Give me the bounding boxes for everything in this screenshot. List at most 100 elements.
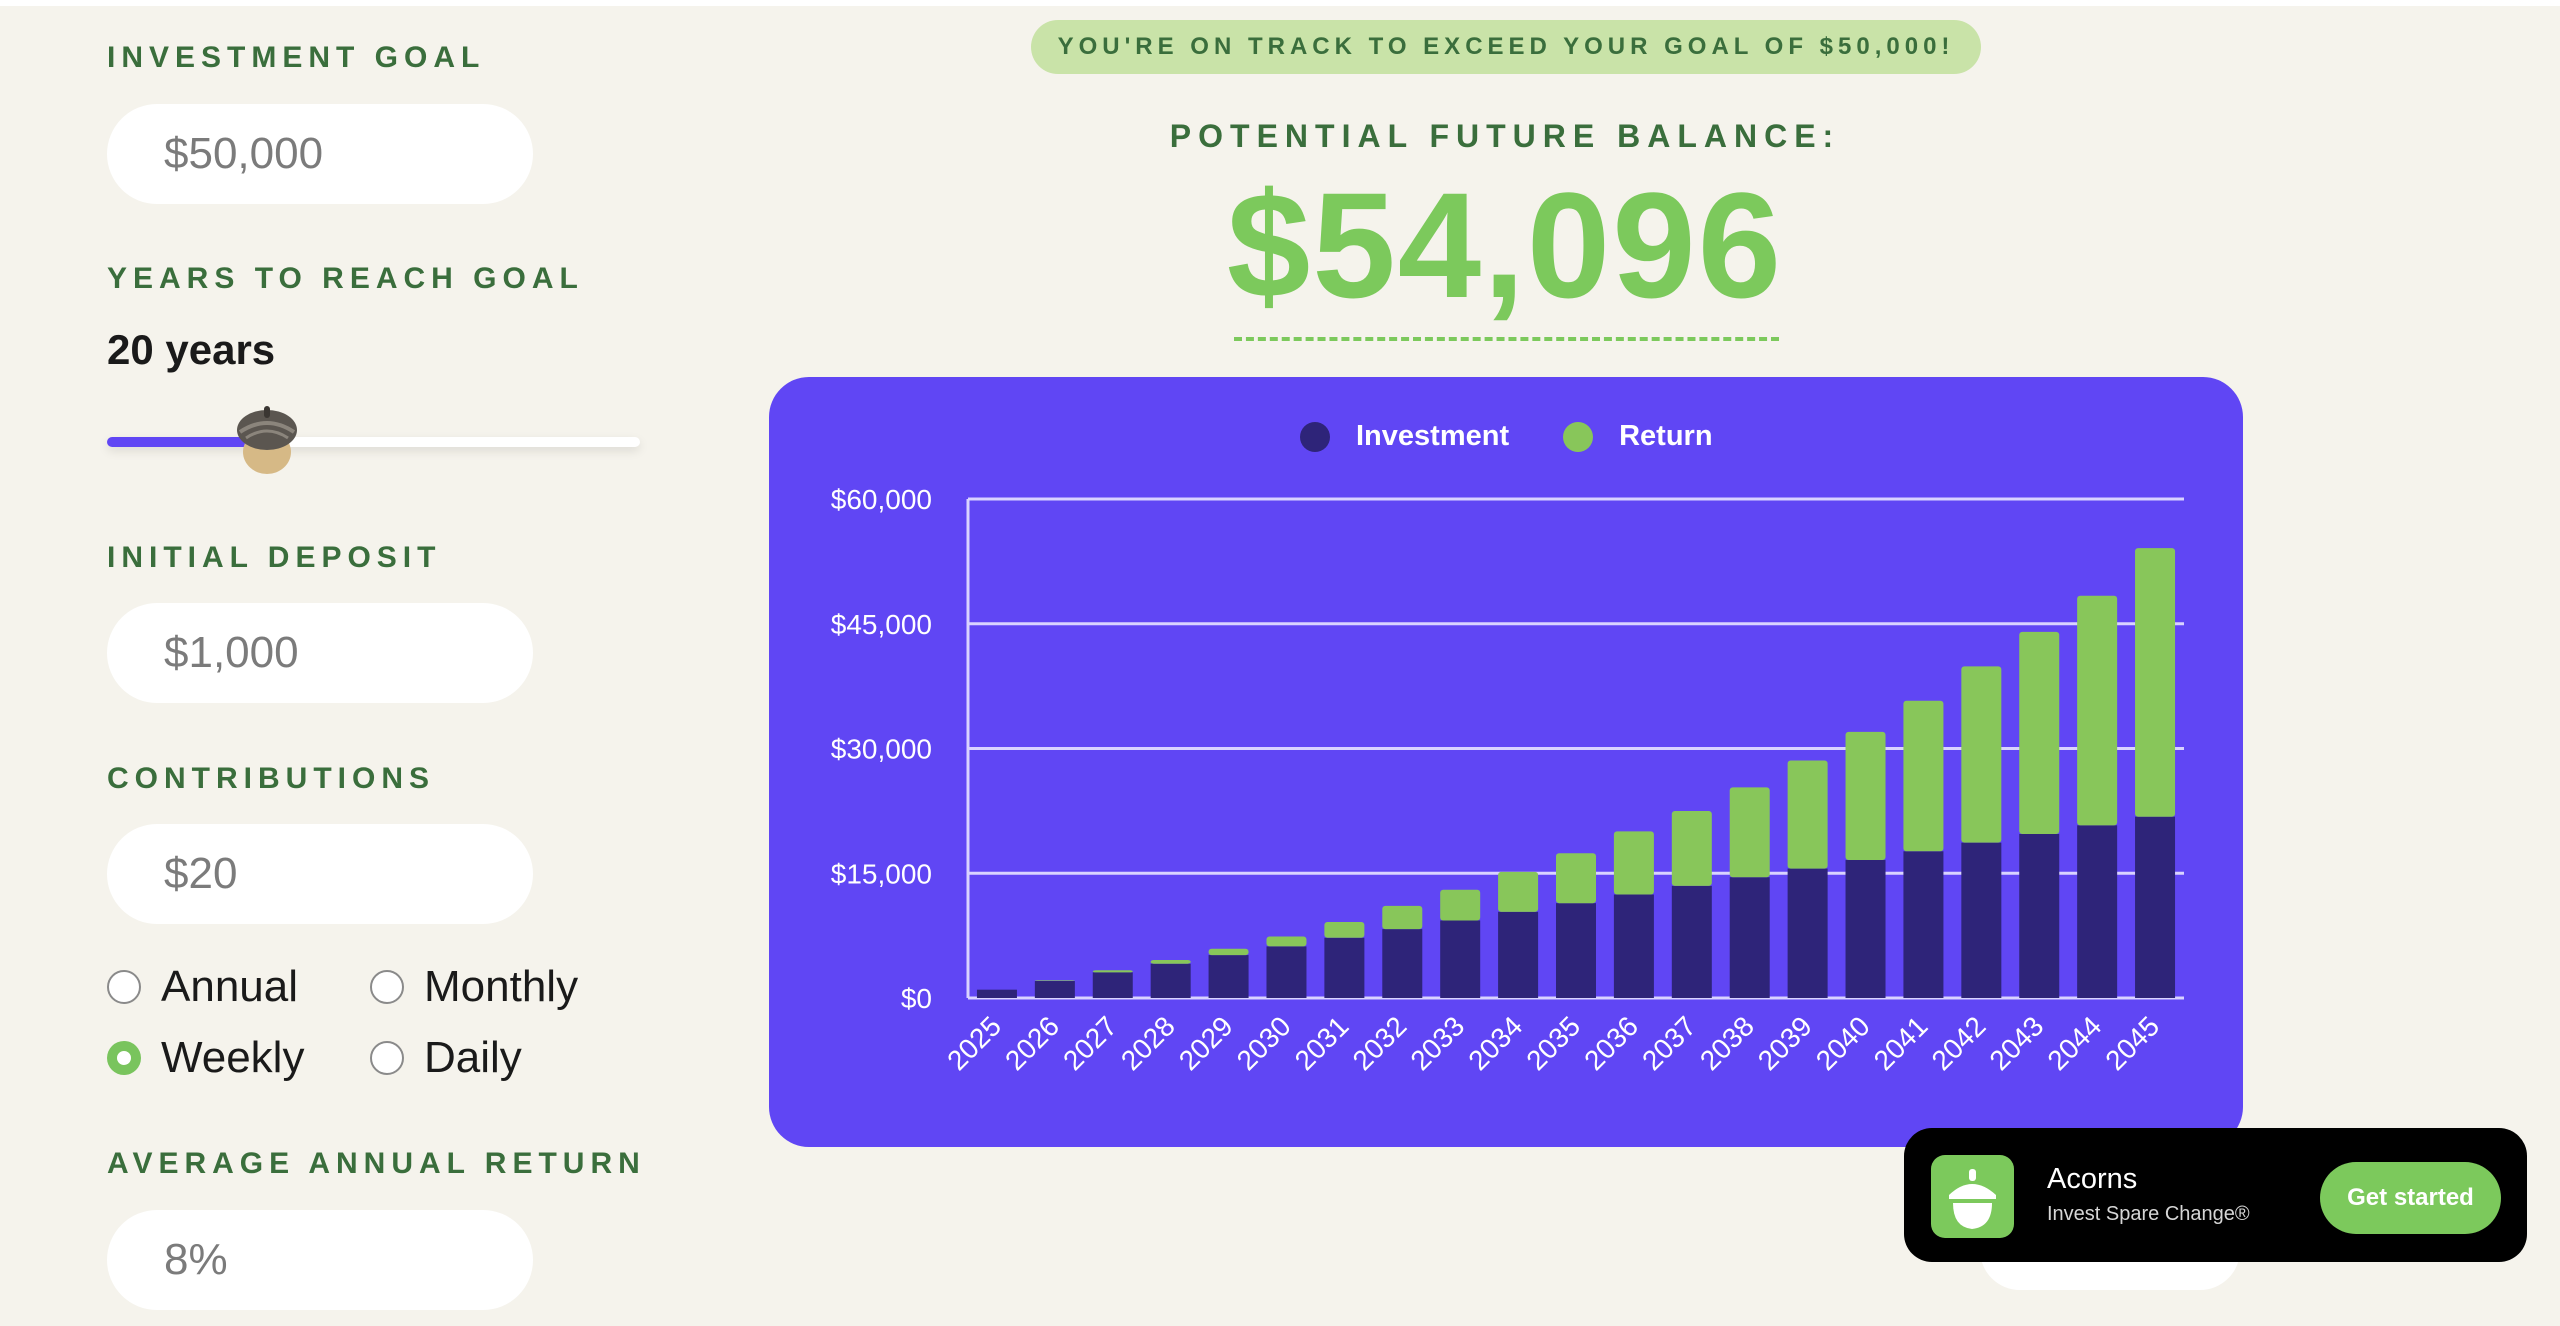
bar-return — [1613, 831, 1654, 895]
x-tick-label: 2042 — [1926, 1010, 1992, 1076]
x-tick-label: 2030 — [1231, 1010, 1297, 1076]
y-tick-label: $0 — [901, 983, 932, 1014]
bar-investment — [1556, 903, 1596, 998]
legend-label-investment: Investment — [1356, 420, 1510, 452]
frequency-weekly-option[interactable]: Weekly — [107, 1033, 304, 1083]
frequency-weekly-label: Weekly — [161, 1033, 305, 1082]
years-to-goal-label: YEARS TO REACH GOAL — [107, 262, 584, 295]
bar-return — [1845, 731, 1886, 860]
bar-return — [1961, 666, 2002, 843]
balance-underline — [1234, 337, 1779, 341]
x-tick-label: 2029 — [1173, 1010, 1239, 1076]
bar-investment — [1150, 963, 1191, 998]
bar-return — [1266, 936, 1307, 947]
future-balance-value: $54,096 — [1226, 161, 1784, 329]
acorn-thumb-icon — [236, 406, 297, 474]
x-tick-label: 2039 — [1752, 1010, 1818, 1076]
bar-return — [2019, 631, 2060, 834]
x-tick-label: 2028 — [1115, 1010, 1181, 1076]
x-tick-label: 2033 — [1404, 1010, 1470, 1076]
radio-button[interactable] — [370, 1041, 404, 1075]
y-tick-label: $15,000 — [831, 858, 932, 889]
chart-legend: Investment Return — [1300, 420, 1713, 453]
frequency-daily-option[interactable]: Daily — [370, 1033, 522, 1083]
average-return-input[interactable]: 8% — [107, 1210, 533, 1310]
bar-return — [1150, 959, 1191, 964]
on-track-banner: YOU'RE ON TRACK TO EXCEED YOUR GOAL OF $… — [1031, 20, 1981, 74]
bar-return — [1903, 700, 1944, 852]
bar-return — [1787, 760, 1828, 869]
average-return-label: AVERAGE ANNUAL RETURN — [107, 1147, 646, 1180]
toast-app-name: Acorns — [2047, 1163, 2138, 1195]
x-tick-label: 2041 — [1868, 1010, 1934, 1076]
bar-investment — [1382, 929, 1423, 998]
bar-return — [1324, 921, 1365, 938]
y-tick-label: $60,000 — [831, 484, 932, 515]
years-slider-track[interactable] — [107, 437, 640, 447]
bar-return — [1092, 970, 1133, 973]
bar-investment — [1498, 911, 1539, 998]
investment-goal-label: INVESTMENT GOAL — [107, 41, 486, 74]
bar-investment — [2077, 825, 2118, 998]
bar-investment — [1034, 981, 1075, 998]
bar-investment — [2019, 833, 2060, 998]
bar-investment — [1266, 946, 1307, 998]
x-tick-label: 2034 — [1462, 1010, 1528, 1076]
initial-deposit-input[interactable]: $1,000 — [107, 603, 533, 703]
bar-investment — [1440, 920, 1481, 998]
legend-item-investment: Investment — [1300, 420, 1509, 453]
radio-button-selected[interactable] — [107, 1041, 141, 1075]
bar-investment — [1324, 937, 1365, 998]
get-started-button[interactable]: Get started — [2320, 1162, 2501, 1234]
years-slider-thumb[interactable] — [232, 402, 302, 476]
bar-return — [2135, 548, 2176, 817]
investment-goal-input[interactable]: $50,000 — [107, 104, 533, 204]
bar-return — [1729, 787, 1770, 878]
bar-investment — [1671, 885, 1712, 998]
frequency-annual-option[interactable]: Annual — [107, 962, 298, 1012]
bar-return — [1498, 871, 1539, 912]
acorn-icon[interactable] — [1931, 1155, 2014, 1238]
x-tick-label: 2045 — [2099, 1010, 2165, 1076]
bar-return — [1208, 948, 1249, 956]
toast-subtitle: Invest Spare Change® — [2047, 1203, 2250, 1225]
x-tick-label: 2026 — [999, 1010, 1065, 1076]
future-balance-label: POTENTIAL FUTURE BALANCE: — [1169, 118, 1841, 154]
x-tick-label: 2036 — [1578, 1010, 1644, 1076]
x-tick-label: 2035 — [1520, 1010, 1586, 1076]
x-tick-label: 2025 — [941, 1010, 1007, 1076]
frequency-monthly-label: Monthly — [424, 962, 579, 1011]
bar-investment — [1613, 894, 1654, 998]
bar-return — [1440, 889, 1481, 921]
bar-return — [1556, 853, 1596, 904]
acorn-logo-icon — [1949, 1169, 1996, 1229]
legend-swatch-return — [1563, 421, 1594, 452]
x-tick-label: 2032 — [1347, 1010, 1413, 1076]
radio-button[interactable] — [370, 970, 404, 1004]
legend-swatch-investment — [1300, 421, 1330, 452]
radio-button[interactable] — [107, 970, 141, 1004]
bar-investment — [1729, 877, 1770, 998]
x-tick-label: 2040 — [1810, 1010, 1876, 1076]
years-slider-fill — [107, 437, 267, 447]
frequency-monthly-option[interactable]: Monthly — [370, 962, 578, 1012]
frequency-daily-label: Daily — [424, 1033, 522, 1082]
bar-investment — [1208, 955, 1249, 998]
bar-return — [1382, 905, 1423, 930]
bar-investment — [976, 989, 1017, 998]
bar-return — [1034, 980, 1075, 982]
bar-return — [1671, 811, 1712, 886]
contributions-label: CONTRIBUTIONS — [107, 762, 435, 795]
y-tick-label: $45,000 — [831, 609, 932, 640]
initial-deposit-label: INITIAL DEPOSIT — [107, 541, 442, 574]
x-tick-label: 2031 — [1289, 1010, 1355, 1076]
contributions-input[interactable]: $20 — [107, 824, 533, 924]
x-tick-label: 2038 — [1694, 1010, 1760, 1076]
x-tick-label: 2037 — [1636, 1010, 1702, 1076]
x-tick-label: 2044 — [2041, 1010, 2107, 1076]
years-value: 20 years — [107, 326, 276, 373]
bar-investment — [1845, 859, 1886, 998]
bar-return — [2077, 595, 2118, 826]
top-edge — [0, 0, 2560, 6]
